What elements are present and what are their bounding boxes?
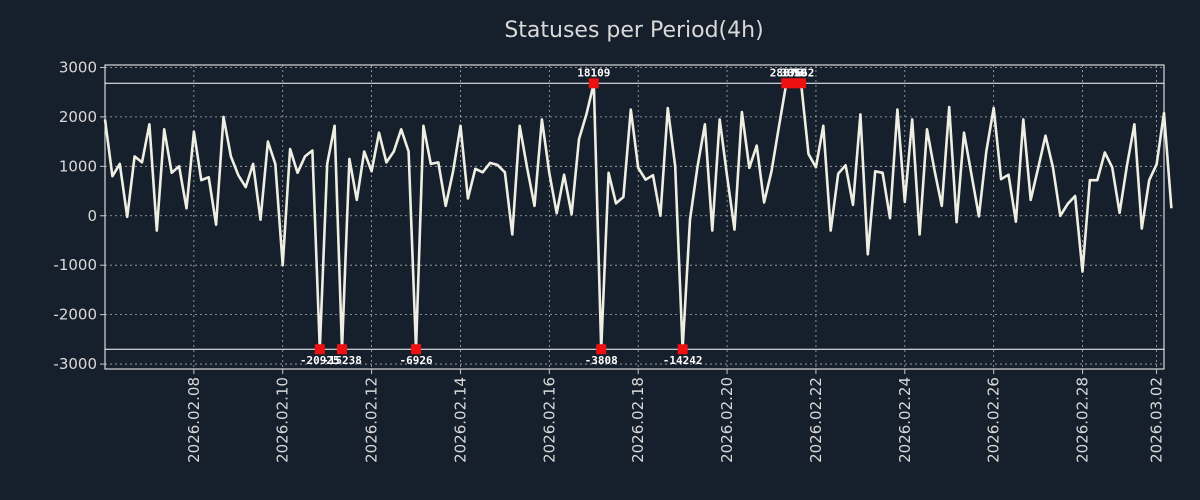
x-tick-label: 2026.03.02 [1148,377,1166,463]
x-tick-label: 2026.02.28 [1074,377,1092,463]
x-tick-label: 2026.02.16 [540,377,558,463]
x-tick-label: 2026.02.14 [451,377,469,463]
data-label: 3059 [780,66,807,79]
markers [314,78,807,355]
data-label: -20925 [300,354,340,367]
chart-title: Statuses per Period(4h) [504,18,763,43]
annotations: -20925-15238 -6926 -3808 -14242 18109 2887630… [300,66,814,367]
data-label: 3662 [788,66,815,79]
data-label: -3808 [585,354,618,367]
grid [105,65,1164,369]
outlier-marker [788,78,799,89]
series-group [103,82,1173,351]
data-label: -14242 [663,354,703,367]
outlier-marker [314,344,325,355]
y-tick-label: -3000 [53,355,97,373]
y-tick-label: 2000 [59,108,97,126]
data-label: 28876 [770,66,803,79]
outlier-marker [677,344,688,355]
x-tick-label: 2026.02.10 [274,377,292,463]
outlier-marker [588,78,599,89]
y-tick-label: 1000 [59,157,97,175]
outlier-marker [596,344,607,355]
y-tick-label: 0 [87,207,97,225]
y-tick-label: -2000 [53,306,97,324]
outlier-marker [781,78,792,89]
outlier-marker [796,78,807,89]
x-tick-label: 2026.02.12 [363,377,381,463]
plot-frame [104,64,1165,370]
outlier-marker [336,344,347,355]
data-label: 18109 [577,66,610,79]
x-tick-label: 2026.02.08 [185,377,203,463]
series-line [103,82,1173,351]
y-axis: 3000 2000 1000 0 -1000 -2000 -3000 [53,58,105,373]
clip-lines [105,82,1164,350]
outlier-marker [411,344,422,355]
x-tick-label: 2026.02.20 [718,377,736,463]
y-tick-label: 3000 [59,58,97,76]
x-tick-label: 2026.02.18 [629,377,647,463]
y-tick-label: -1000 [53,256,97,274]
data-label: -15238 [322,354,362,367]
x-tick-label: 2026.02.24 [896,377,914,463]
x-tick-label: 2026.02.22 [807,377,825,463]
data-label: -6926 [399,354,432,367]
x-tick-label: 2026.02.26 [985,377,1003,463]
x-axis: 2026.02.08 2026.02.10 2026.02.12 2026.02.14… [185,369,1166,463]
